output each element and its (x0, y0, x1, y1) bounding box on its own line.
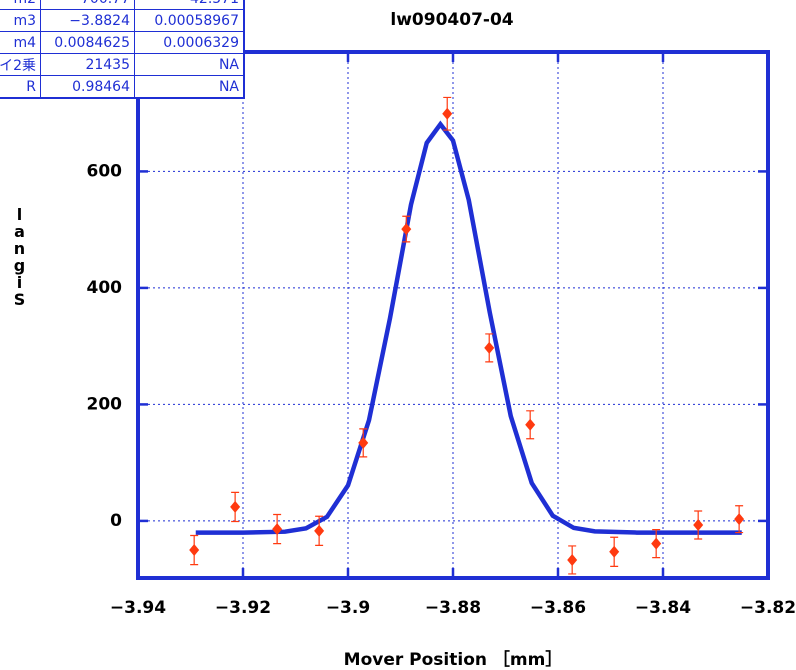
fit-curve (195, 120, 742, 535)
y-axis-label: Signal (10, 205, 29, 307)
fit-table: m2700.7742.571m3−3.88240.00058967m40.008… (0, 0, 245, 99)
data-point (401, 223, 412, 236)
data-point (609, 545, 620, 558)
table-row: m2700.7742.571 (0, 0, 245, 10)
data-point (189, 544, 200, 557)
data-point (442, 107, 453, 120)
table-cell: m3 (0, 9, 41, 32)
data-point (484, 341, 495, 354)
data-point (525, 418, 536, 431)
data-point (272, 523, 283, 536)
x-tick-label: −3.86 (530, 598, 586, 618)
x-tick-label: −3.88 (425, 598, 481, 618)
table-cell: 0.98464 (40, 75, 135, 99)
table-cell: カイ2乗 (0, 53, 41, 76)
table-row: カイ2乗21435NA (0, 53, 245, 76)
data-point (734, 513, 745, 526)
plot-frame (136, 50, 770, 580)
data-point (693, 518, 704, 531)
x-tick-label: −3.92 (215, 598, 271, 618)
y-tick-label: 400 (87, 278, 123, 298)
table-cell: m4 (0, 31, 41, 54)
table-cell: m2 (0, 0, 41, 10)
data-point (651, 537, 662, 550)
table-cell: 0.0084625 (40, 31, 135, 54)
table-cell: −3.8824 (40, 9, 135, 32)
data-point (314, 524, 325, 537)
table-cell: 700.77 (40, 0, 135, 10)
data-point (358, 436, 369, 449)
table-row: m3 −3.8824 0.00058967 (0, 9, 245, 32)
x-tick-label: −3.9 (326, 598, 370, 618)
table-cell: 21435 (40, 53, 135, 76)
data-point (567, 553, 578, 566)
table-cell: 42.571 (134, 0, 245, 10)
y-tick-label: 200 (87, 394, 123, 414)
table-row: R 0.98464 NA (0, 75, 245, 99)
table-cell: 0.00058967 (134, 9, 245, 32)
chart-title: lw090407-04 (390, 10, 513, 30)
x-tick-label: −3.94 (110, 598, 166, 618)
table-row: m4 0.0084625 0.0006329 (0, 31, 245, 54)
table-cell: NA (134, 75, 245, 99)
table-cell: R (0, 75, 41, 99)
data-point (230, 500, 241, 513)
table-cell: 0.0006329 (134, 31, 245, 54)
x-axis-label: Mover Position ［mm］ (344, 649, 563, 670)
table-cell: NA (134, 53, 245, 76)
y-tick-label: 600 (87, 161, 123, 181)
y-tick-label: 0 (110, 511, 122, 531)
x-tick-label: −3.82 (740, 598, 796, 618)
x-tick-label: −3.84 (635, 598, 691, 618)
